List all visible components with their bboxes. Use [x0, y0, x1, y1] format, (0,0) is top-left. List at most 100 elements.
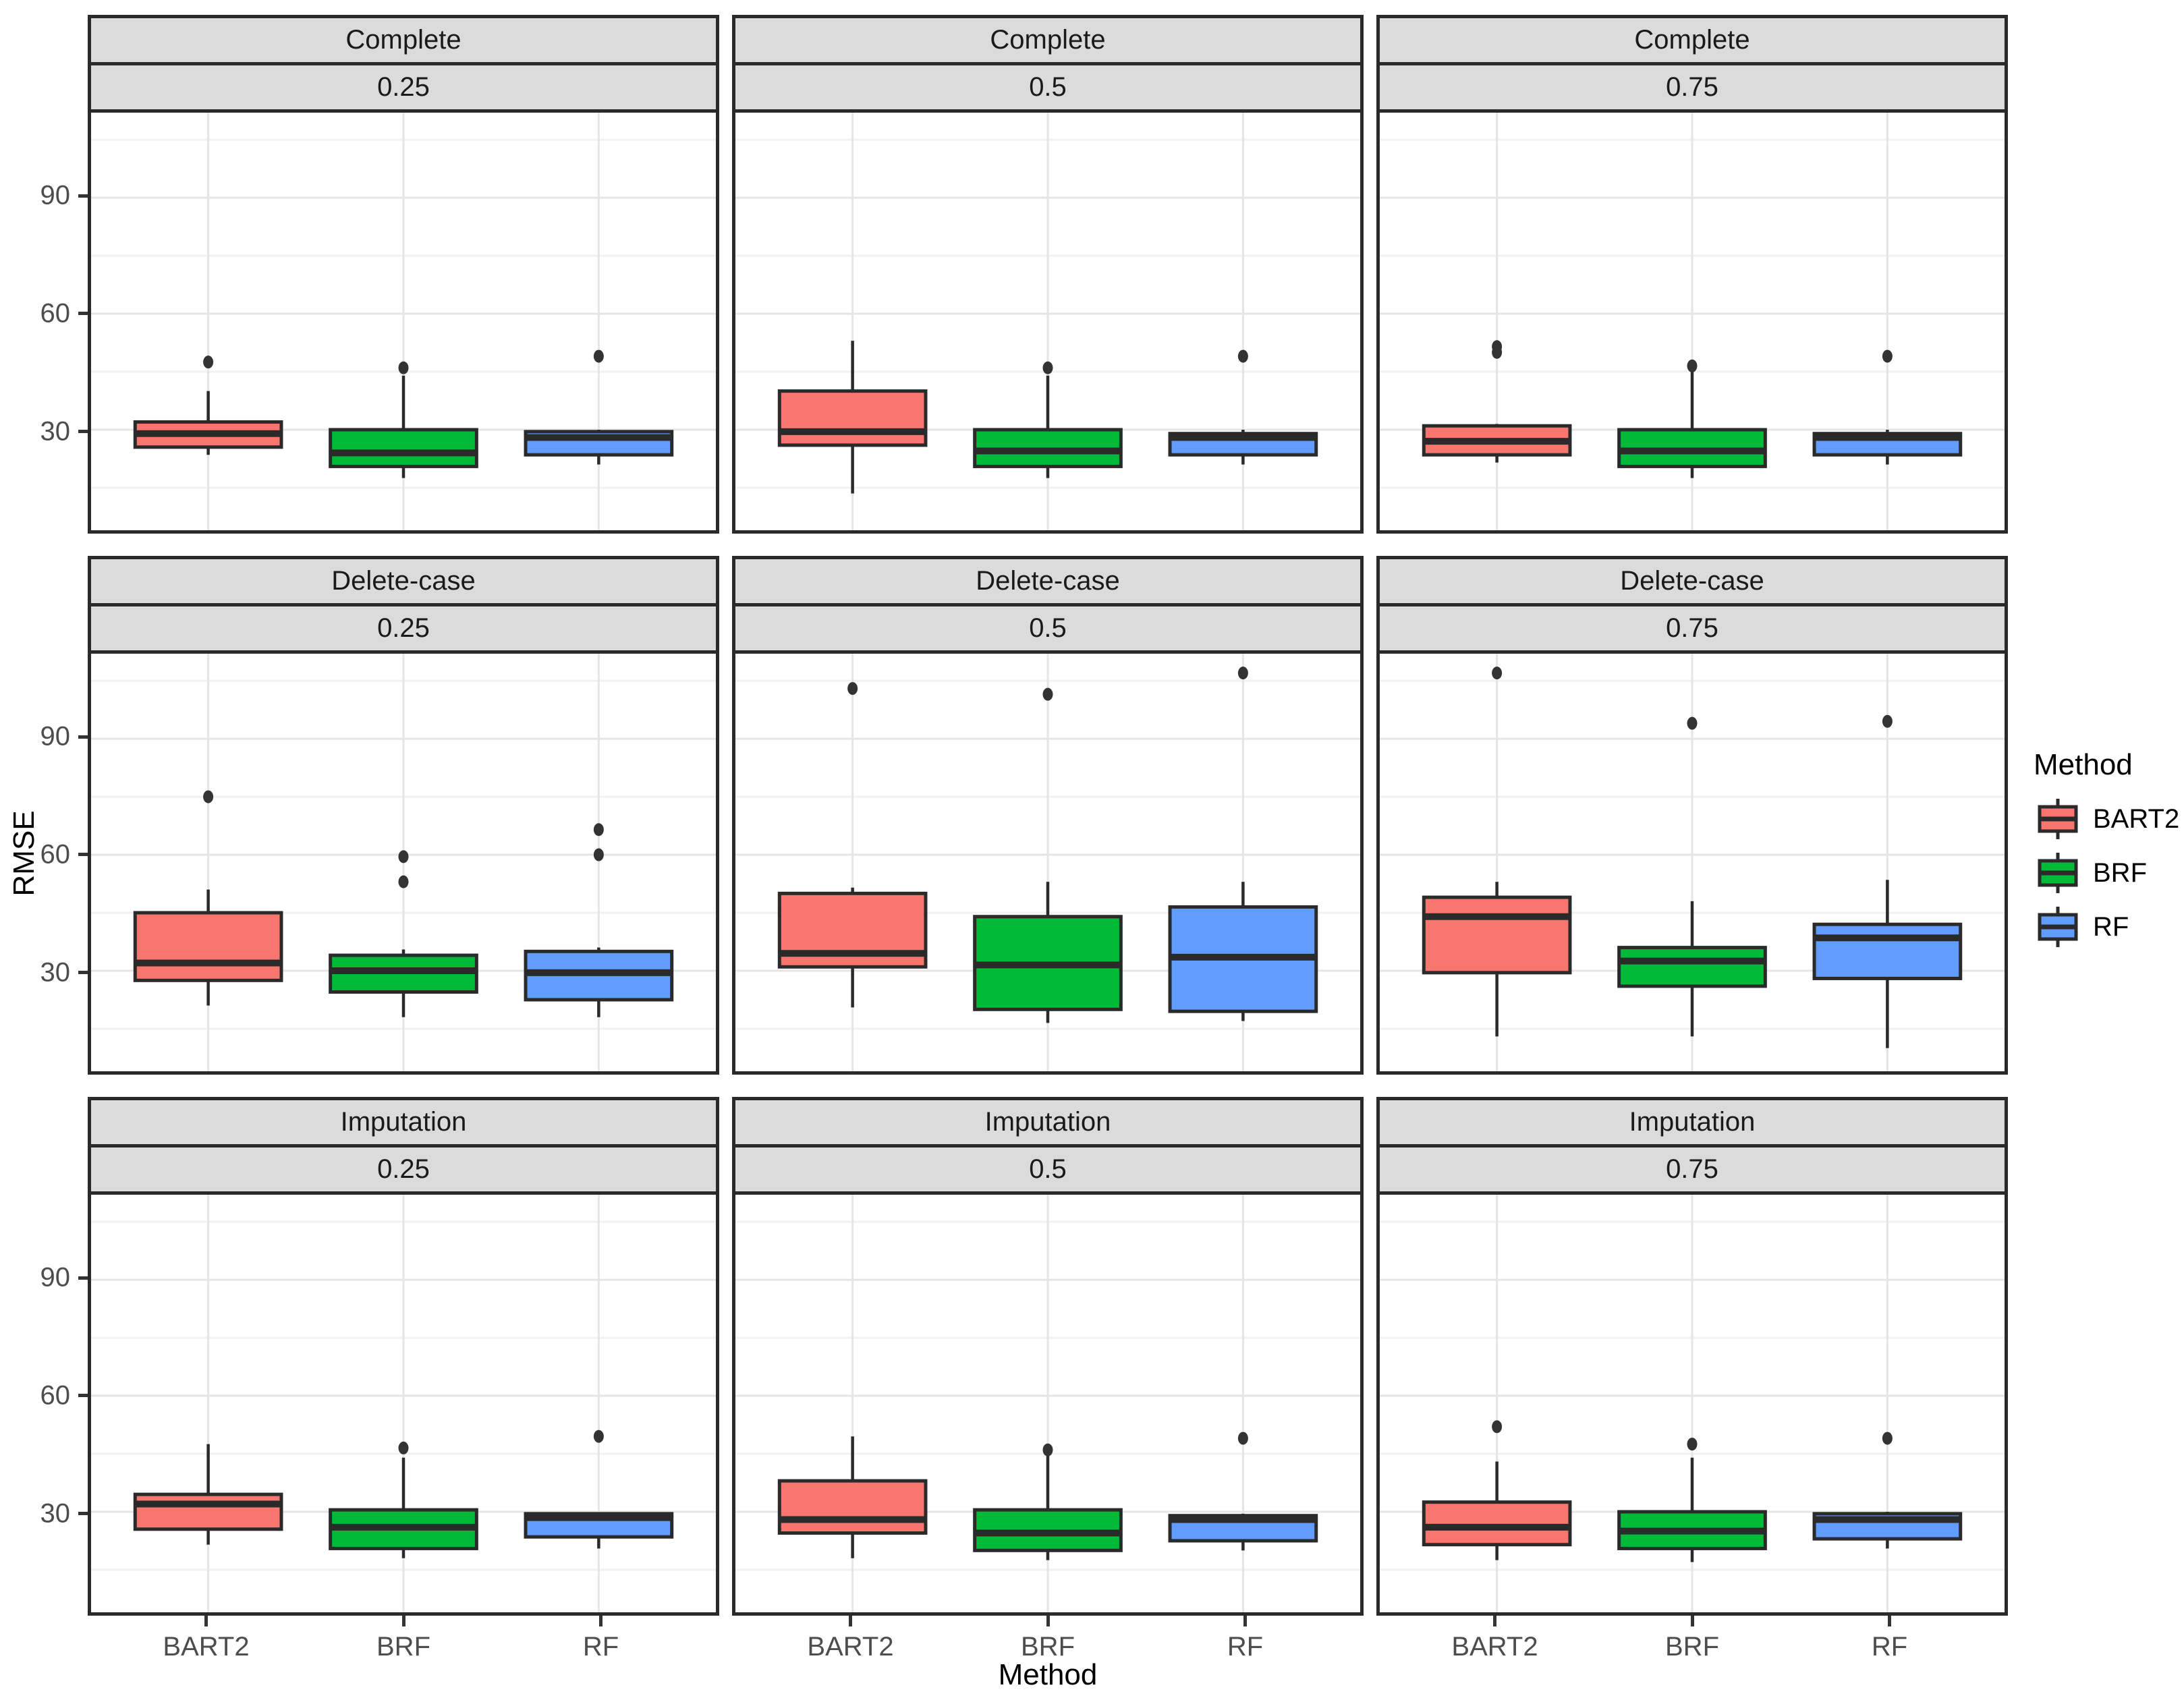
outlier-point — [1042, 1443, 1053, 1456]
legend-item-bart2: BART2 — [2034, 797, 2179, 841]
facet-col-strip: 0.75 — [1376, 62, 2008, 113]
y-tick-mark — [78, 194, 88, 198]
boxplot-svg — [1380, 654, 2005, 1071]
y-tick-label: 30 — [40, 957, 71, 988]
x-tick-label: RF — [582, 1632, 619, 1662]
box-brf — [1617, 946, 1767, 988]
outlier-point — [1237, 349, 1248, 363]
box-bart2 — [1422, 895, 1572, 975]
x-tick-mark — [599, 1616, 603, 1626]
box-rf — [1812, 922, 1963, 980]
facet-col-strip: 0.5 — [732, 62, 1364, 113]
plot-panel — [88, 1191, 719, 1616]
outlier-point — [203, 356, 214, 369]
box-brf — [329, 428, 478, 468]
x-tick-label: BRF — [1021, 1632, 1075, 1662]
outlier-point — [593, 823, 604, 837]
outlier-point — [593, 1429, 604, 1443]
box-bart2 — [1422, 1500, 1572, 1547]
plot-panel — [732, 650, 1364, 1075]
facet-col-strip: 0.25 — [88, 62, 719, 113]
outlier-point — [593, 349, 604, 363]
outlier-point — [1882, 1432, 1893, 1445]
facet-complete-0.5: Complete 0.5 — [732, 15, 1364, 534]
outlier-point — [1237, 1432, 1248, 1445]
facet-delete-case-0.5: Delete-case 0.5 — [732, 556, 1364, 1075]
boxplot-svg — [1380, 113, 2005, 530]
plot-panel — [88, 109, 719, 534]
facet-col-strip: 0.75 — [1376, 603, 2008, 654]
y-tick-mark — [78, 735, 88, 739]
outlier-point — [1687, 1438, 1698, 1451]
y-tick-label: 60 — [40, 839, 71, 870]
y-tick-label: 90 — [40, 721, 71, 752]
facet-complete-0.75: Complete 0.75 — [1376, 15, 2008, 534]
x-tick-label: BART2 — [1451, 1632, 1538, 1662]
outlier-point — [398, 361, 409, 374]
facet-row-strip: Imputation — [1376, 1097, 2008, 1148]
outlier-point — [1237, 667, 1248, 680]
outlier-point — [1492, 1420, 1503, 1434]
y-tick-label: 60 — [40, 1380, 71, 1411]
boxplot-svg — [91, 113, 716, 530]
x-tick-mark — [1690, 1616, 1694, 1626]
y-tick-mark — [78, 1512, 88, 1516]
legend-key-boxplot-icon — [2038, 799, 2078, 839]
legend-item-label: BRF — [2093, 857, 2147, 888]
outlier-point — [593, 848, 604, 861]
y-tick-mark — [78, 971, 88, 975]
x-tick-mark — [1493, 1616, 1496, 1626]
facet-row-strip: Complete — [1376, 15, 2008, 65]
x-axis-title: Method — [998, 1658, 1098, 1691]
y-tick-mark — [78, 853, 88, 857]
boxplot-svg — [91, 654, 716, 1071]
x-tick-label: BRF — [1665, 1632, 1719, 1662]
outlier-point — [1687, 359, 1698, 372]
outlier-point — [1042, 361, 1053, 374]
y-tick-mark — [78, 1276, 88, 1280]
facet-col-strip: 0.25 — [88, 1144, 719, 1195]
x-tick-label: RF — [1227, 1632, 1264, 1662]
facet-col-strip: 0.5 — [732, 1144, 1364, 1195]
facet-col-strip: 0.25 — [88, 603, 719, 654]
facet-imputation-0.25: Imputation 0.25 — [88, 1097, 719, 1616]
facet-row-strip: Delete-case — [1376, 556, 2008, 606]
legend-key-boxplot-icon — [2038, 853, 2078, 893]
box-bart2 — [777, 389, 928, 447]
outlier-point — [398, 850, 409, 863]
facet-row-strip: Imputation — [88, 1097, 719, 1148]
plot-panel — [1376, 650, 2008, 1075]
facet-row-strip: Imputation — [732, 1097, 1364, 1148]
legend-item-label: BART2 — [2093, 803, 2180, 834]
facet-grid: Complete 0.25 Complete 0.5 Complete 0.75 Delet… — [88, 15, 2008, 1616]
x-tick-label: BART2 — [163, 1632, 250, 1662]
outlier-point — [1882, 349, 1893, 363]
facet-row-strip: Complete — [88, 15, 719, 65]
legend-item-brf: BRF — [2034, 851, 2179, 895]
facet-col-strip: 0.5 — [732, 603, 1364, 654]
y-tick-label: 30 — [40, 1498, 71, 1529]
legend-title: Method — [2034, 748, 2133, 781]
outlier-point — [1687, 716, 1698, 730]
boxplot-svg — [1380, 1195, 2005, 1612]
outlier-point — [1492, 340, 1503, 353]
outlier-point — [1042, 687, 1053, 701]
y-tick-mark — [78, 312, 88, 316]
x-tick-label: RF — [1871, 1632, 1908, 1662]
x-tick-mark — [849, 1616, 852, 1626]
plot-panel — [732, 1191, 1364, 1616]
y-tick-label: 60 — [40, 298, 71, 329]
plot-panel — [732, 109, 1364, 534]
plot-panel — [1376, 1191, 2008, 1616]
facet-delete-case-0.25: Delete-case 0.25 — [88, 556, 719, 1075]
facet-delete-case-0.75: Delete-case 0.75 — [1376, 556, 2008, 1075]
facet-row-strip: Delete-case — [732, 556, 1364, 606]
x-tick-mark — [1243, 1616, 1247, 1626]
legend-item-rf: RF — [2034, 905, 2179, 949]
outlier-point — [1882, 714, 1893, 728]
x-tick-mark — [1888, 1616, 1891, 1626]
legend-key-boxplot-icon — [2038, 907, 2078, 947]
boxplot-svg — [735, 654, 1360, 1071]
outlier-point — [398, 1441, 409, 1454]
y-tick-mark — [78, 430, 88, 434]
